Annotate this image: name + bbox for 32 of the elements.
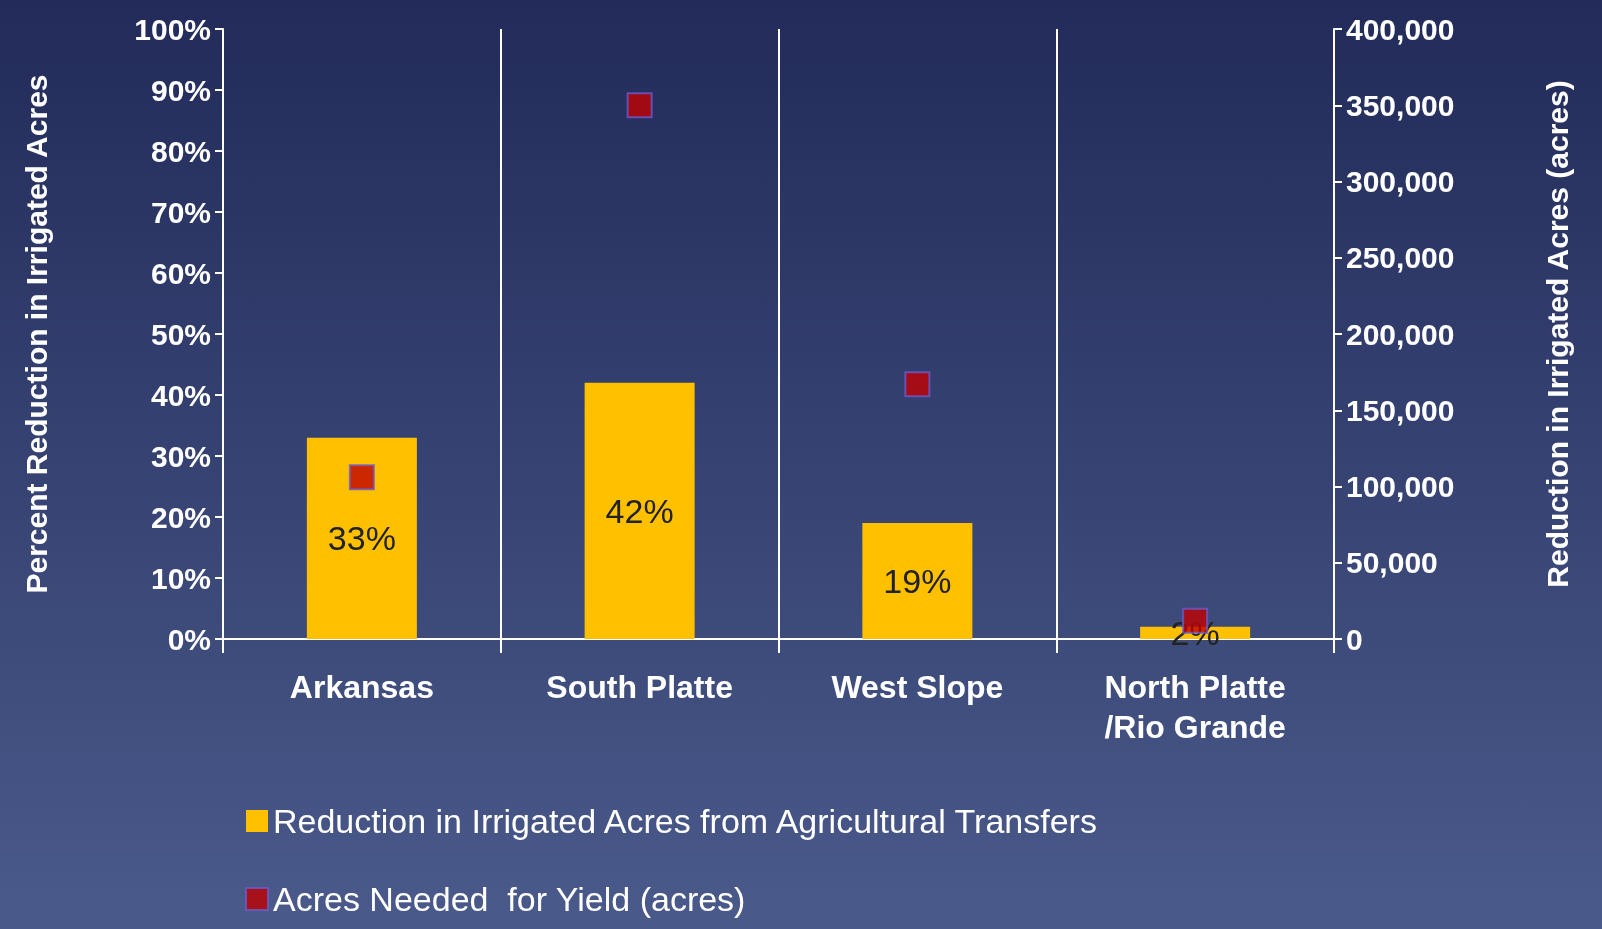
y2-tick-label: 250,000 [1346,241,1455,275]
y-tick-label: 100% [134,12,211,46]
y2-tick-label: 200,000 [1346,317,1455,351]
data-label: 33% [327,519,396,558]
y-tick-label: 70% [150,195,211,229]
data-label: 42% [605,491,674,530]
x-tick-label: North Platte/Rio Grande [1104,669,1286,745]
data-label: 2% [1170,613,1220,652]
y-tick-label: 50% [150,317,211,351]
y2-tick-label: 300,000 [1346,165,1455,198]
y2-tick-label: 350,000 [1346,88,1455,122]
y-tick-label: 60% [150,256,211,290]
x-tick-label: Arkansas [289,669,434,705]
x-tick-label: South Platte [546,669,733,705]
y2-tick-label: 150,000 [1346,393,1455,427]
y2-tick-label: 0 [1346,622,1363,656]
y2-axis-title: Reduction in Irrigated Acres (acres) [1540,80,1574,588]
x-tick-label: West Slope [831,669,1004,705]
y2-tick-label: 100,000 [1346,470,1455,503]
y2-tick-label: 400,000 [1346,12,1455,46]
y-tick-label: 90% [150,73,211,107]
y-tick-label: 10% [150,561,211,595]
y-tick-label: 80% [150,134,211,168]
legend-label: Reduction in Irrigated Acres from Agricultural Transfers [273,802,1097,840]
y-tick-label: 30% [150,439,211,473]
y-tick-label: 20% [150,500,211,534]
y-tick-label: 0% [167,622,211,656]
y-axis-title: Percent Reduction in Irrigated Acres [19,74,53,594]
data-label: 19% [883,562,952,601]
y-tick-label: 40% [150,378,211,412]
y2-tick-label: 50,000 [1346,546,1438,580]
legend-label: Acres Needed for Yield (acres) [273,880,746,918]
